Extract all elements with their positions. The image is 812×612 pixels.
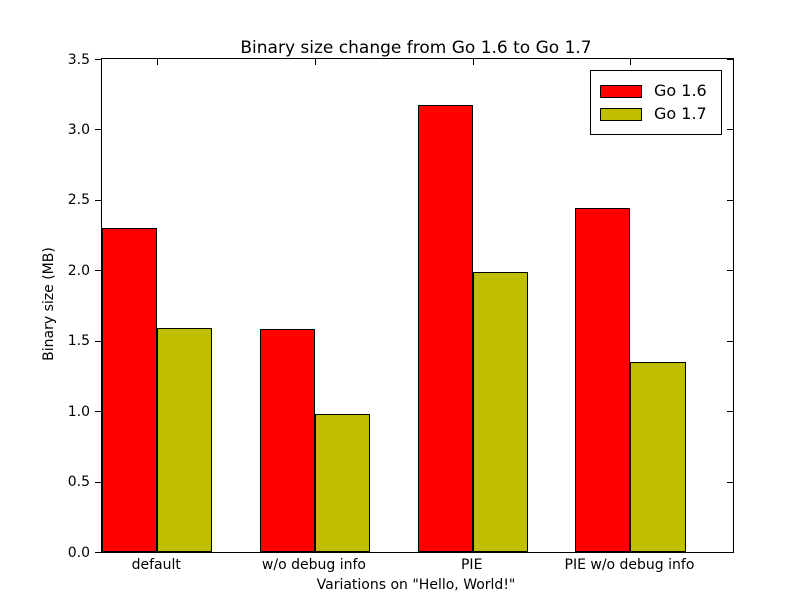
y-tick <box>95 129 101 131</box>
y-tick-label: 3.0 <box>67 121 90 138</box>
y-tick-right <box>727 129 733 131</box>
y-tick-right <box>727 481 733 483</box>
x-tick-top <box>630 59 632 65</box>
y-tick-label: 1.0 <box>67 403 90 420</box>
bar-go-1-7-default <box>157 328 213 552</box>
bar-go-1-6-pie-w-o-debug-info <box>575 208 631 552</box>
y-tick <box>95 552 101 553</box>
bar-go-1-6-w-o-debug-info <box>259 329 315 552</box>
y-tick-label: 2.0 <box>67 262 90 279</box>
y-tick-label: 1.5 <box>67 333 90 350</box>
y-tick-right <box>727 59 733 60</box>
y-tick-label: 2.5 <box>67 192 90 209</box>
legend-item-go-1-6: Go 1.6 <box>600 83 721 99</box>
y-tick <box>95 411 101 413</box>
bar-go-1-6-default <box>102 228 158 552</box>
legend-item-go-1-7: Go 1.7 <box>600 106 721 122</box>
x-tick-top <box>472 59 474 65</box>
y-tick <box>95 270 101 272</box>
y-tick <box>95 340 101 342</box>
bar-go-1-7-pie <box>472 271 528 552</box>
x-tick-label-pie-w-o-debug-info: PIE w/o debug info <box>564 557 695 573</box>
legend-swatch-go-1-6 <box>600 84 642 98</box>
legend-label-go-1-7: Go 1.7 <box>654 104 707 123</box>
legend: Go 1.6 Go 1.7 <box>590 70 722 135</box>
y-tick <box>95 59 101 60</box>
y-tick-label: 0.0 <box>67 544 90 561</box>
y-tick-right <box>727 411 733 413</box>
x-tick-top <box>314 59 316 65</box>
y-tick-right <box>727 340 733 342</box>
x-tick-label-w-o-debug-info: w/o debug info <box>261 557 366 573</box>
x-tick-label-pie: PIE <box>460 557 483 573</box>
legend-label-go-1-6: Go 1.6 <box>654 81 707 100</box>
y-tick-label: 0.5 <box>67 474 90 491</box>
bar-go-1-7-pie-w-o-debug-info <box>630 361 686 552</box>
y-tick-right <box>727 270 733 272</box>
x-tick-label-default: default <box>131 557 181 573</box>
x-tick-top <box>157 59 159 65</box>
y-tick <box>95 199 101 201</box>
bar-go-1-6-pie <box>417 105 473 552</box>
y-tick <box>95 481 101 483</box>
bar-go-1-7-w-o-debug-info <box>314 413 371 552</box>
y-tick-label: 3.5 <box>67 51 90 68</box>
y-axis-label: Binary size (MB) <box>41 247 57 361</box>
chart-title: Binary size change from Go 1.6 to Go 1.7 <box>240 38 592 58</box>
plot-area: 0.0 0.5 1.0 1.5 2.0 2.5 3.0 3.5 <box>68 53 734 560</box>
legend-swatch-go-1-7 <box>600 107 642 121</box>
y-tick-right <box>727 552 733 553</box>
x-axis-label: Variations on "Hello, World!" <box>316 577 516 593</box>
y-tick-right <box>727 199 733 201</box>
